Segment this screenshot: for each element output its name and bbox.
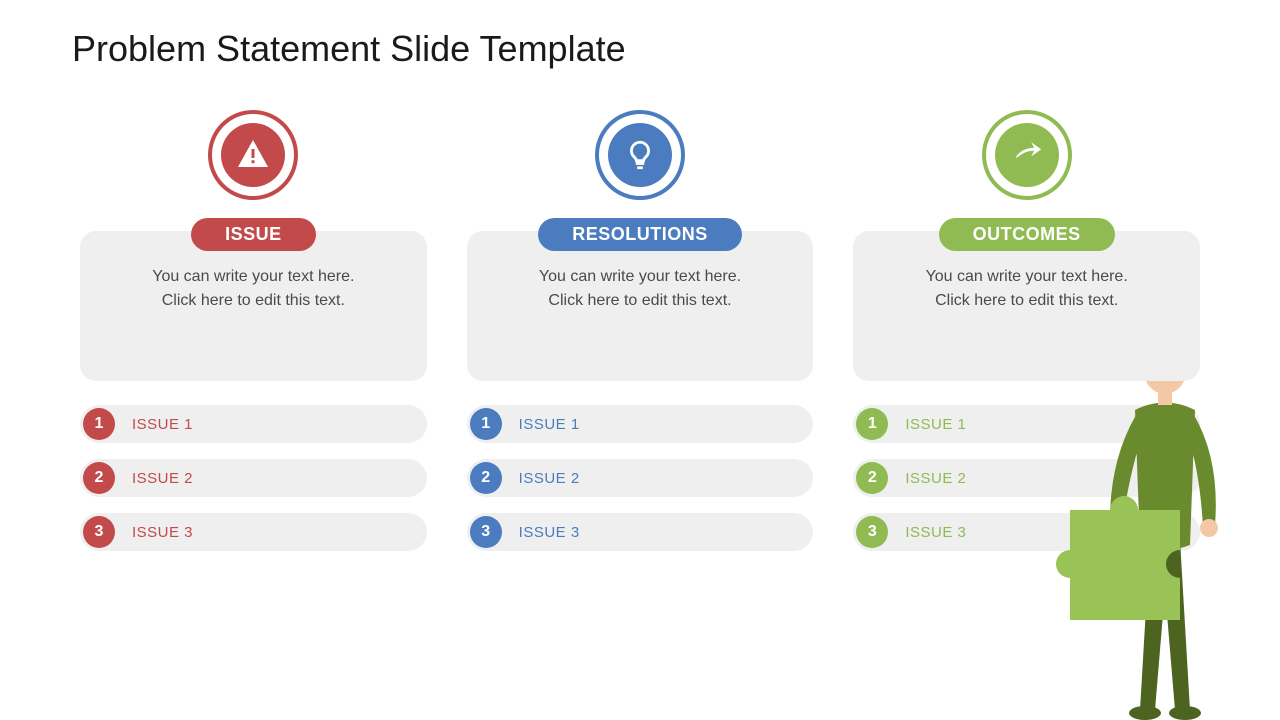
issue-body-line2: Click here to edit this text. [104,289,403,313]
resolutions-items: 1 ISSUE 1 2 ISSUE 2 3 ISSUE 3 [467,405,814,551]
issue-textbox[interactable]: You can write your text here. Click here… [80,231,427,381]
resolutions-item-2-num: 2 [470,462,502,494]
resolutions-item-3-num: 3 [470,516,502,548]
outcomes-item-3-num: 3 [856,516,888,548]
outcomes-icon-ring [982,110,1072,200]
outcomes-body-line2: Click here to edit this text. [877,289,1176,313]
resolutions-item-1-num: 1 [470,408,502,440]
issue-item-1-label: ISSUE 1 [132,416,193,433]
arrow-icon [995,123,1059,187]
issue-pill: ISSUE [191,218,316,251]
columns-container: ISSUE You can write your text here. Clic… [80,110,1200,551]
column-issue: ISSUE You can write your text here. Clic… [80,110,427,551]
resolutions-item-2-label: ISSUE 2 [519,470,580,487]
resolutions-icon-ring [595,110,685,200]
outcomes-item-1-num: 1 [856,408,888,440]
outcomes-item-3-label: ISSUE 3 [905,524,966,541]
outcomes-item-2-label: ISSUE 2 [905,470,966,487]
issue-item-3-num: 3 [83,516,115,548]
issue-item-1[interactable]: 1 ISSUE 1 [80,405,427,443]
outcomes-pill: OUTCOMES [939,218,1115,251]
resolutions-textbox[interactable]: You can write your text here. Click here… [467,231,814,381]
issue-items: 1 ISSUE 1 2 ISSUE 2 3 ISSUE 3 [80,405,427,551]
resolutions-pill: RESOLUTIONS [538,218,742,251]
issue-item-2-num: 2 [83,462,115,494]
resolutions-body-line1: You can write your text here. [491,265,790,289]
resolutions-item-3-label: ISSUE 3 [519,524,580,541]
slide-title: Problem Statement Slide Template [72,28,626,70]
issue-item-3-label: ISSUE 3 [132,524,193,541]
issue-item-1-num: 1 [83,408,115,440]
outcomes-textbox[interactable]: You can write your text here. Click here… [853,231,1200,381]
resolutions-item-1[interactable]: 1 ISSUE 1 [467,405,814,443]
outcomes-item-2-num: 2 [856,462,888,494]
lightbulb-icon [608,123,672,187]
issue-icon-ring [208,110,298,200]
issue-item-2-label: ISSUE 2 [132,470,193,487]
outcomes-item-1-label: ISSUE 1 [905,416,966,433]
issue-item-2[interactable]: 2 ISSUE 2 [80,459,427,497]
column-resolutions: RESOLUTIONS You can write your text here… [467,110,814,551]
resolutions-body-line2: Click here to edit this text. [491,289,790,313]
outcomes-body-line1: You can write your text here. [877,265,1176,289]
issue-item-3[interactable]: 3 ISSUE 3 [80,513,427,551]
resolutions-item-1-label: ISSUE 1 [519,416,580,433]
resolutions-item-2[interactable]: 2 ISSUE 2 [467,459,814,497]
resolutions-item-3[interactable]: 3 ISSUE 3 [467,513,814,551]
issue-body-line1: You can write your text here. [104,265,403,289]
warning-icon [221,123,285,187]
